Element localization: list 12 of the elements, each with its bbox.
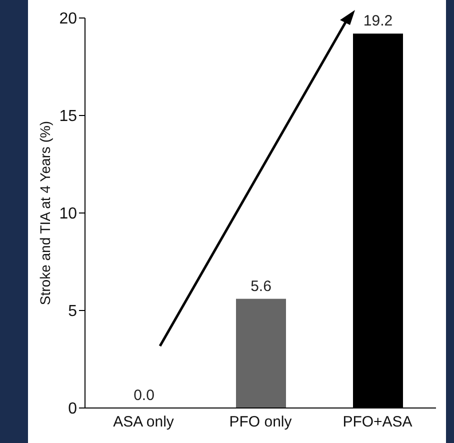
data-label: 0.0 [134, 387, 154, 404]
x-tick-label: PFO+ASA [342, 414, 412, 431]
data-label: 5.6 [250, 278, 272, 295]
x-tick-label: PFO only [229, 414, 292, 431]
y-tick-label: 15 [59, 108, 78, 126]
x-tick-label: ASA only [113, 414, 174, 431]
data-label: 19.2 [363, 12, 393, 30]
y-tick-label: 20 [59, 10, 78, 28]
y-tick-label: 10 [59, 206, 78, 223]
y-axis-title: Stroke and TIA at 4 Years (%) [36, 120, 53, 306]
y-tick-label: 0 [68, 400, 78, 418]
y-tick-label: 5 [68, 303, 78, 320]
